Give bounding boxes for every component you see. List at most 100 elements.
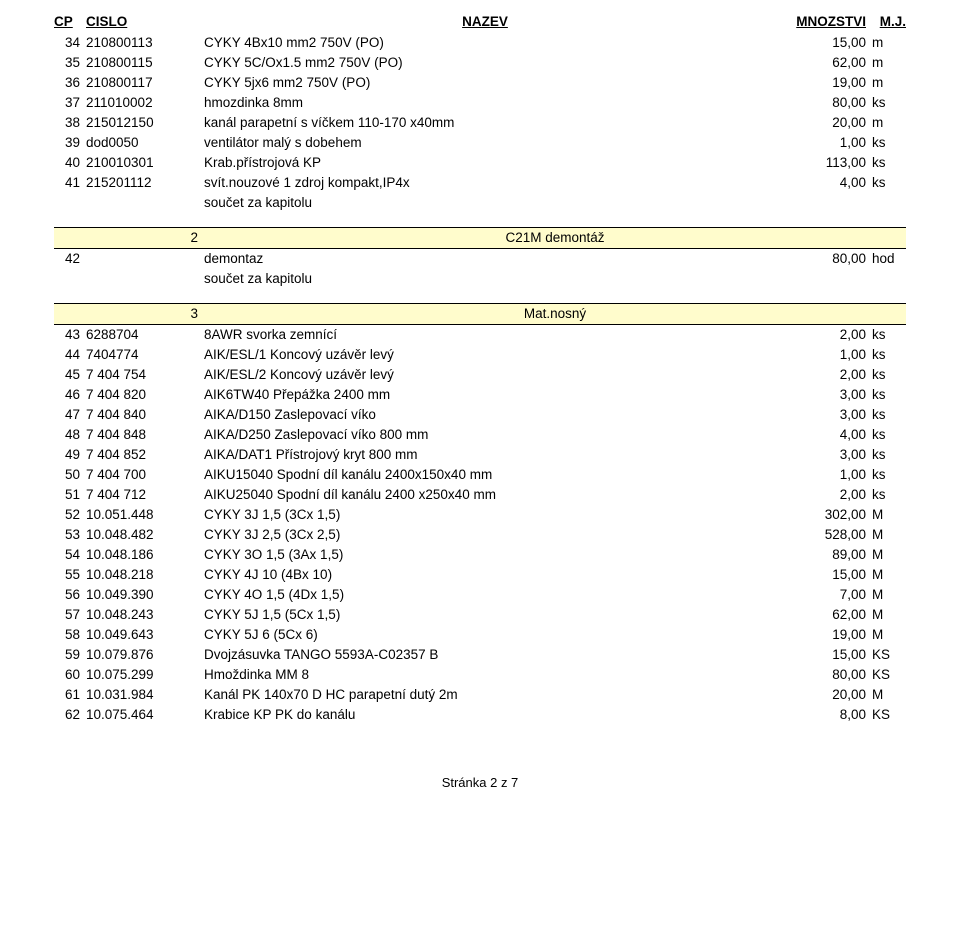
- cell-cislo: 10.075.299: [86, 665, 204, 685]
- cell-cp: 37: [54, 93, 86, 113]
- cell-mnozstvi: 7,00: [780, 585, 866, 605]
- table-row: 5410.048.186CYKY 3O 1,5 (3Ax 1,5)89,00M: [54, 545, 906, 565]
- cell-cislo: 210800115: [86, 53, 204, 73]
- cell-cp: 50: [54, 465, 86, 485]
- cell-cislo: 10.048.218: [86, 565, 204, 585]
- cell-cp: 48: [54, 425, 86, 445]
- table-row: 6210.075.464Krabice KP PK do kanálu8,00K…: [54, 705, 906, 725]
- cell-mnozstvi: 89,00: [780, 545, 866, 565]
- cell-mj: ks: [866, 153, 906, 173]
- cell-cp: 38: [54, 113, 86, 133]
- cell-nazev: AIKU25040 Spodní díl kanálu 2400 x250x40…: [204, 485, 780, 505]
- cell-mnozstvi: 3,00: [780, 405, 866, 425]
- table-row: 517 404 712AIKU25040 Spodní díl kanálu 2…: [54, 485, 906, 505]
- cell-mnozstvi: 2,00: [780, 485, 866, 505]
- section-2-num: 2: [54, 228, 204, 248]
- table-row: 34210800113CYKY 4Bx10 mm2 750V (PO)15,00…: [54, 33, 906, 53]
- sum-row: součet za kapitolu: [54, 193, 906, 213]
- section-2-title: C21M demontáž: [204, 228, 906, 248]
- section-3-num: 3: [54, 304, 204, 324]
- cell-cp: 42: [54, 249, 86, 269]
- cell-nazev: CYKY 4J 10 (4Bx 10): [204, 565, 780, 585]
- cell-cp: 51: [54, 485, 86, 505]
- cell-mj: M: [866, 625, 906, 645]
- cell-mnozstvi: 20,00: [780, 113, 866, 133]
- table-row: 5810.049.643CYKY 5J 6 (5Cx 6)19,00M: [54, 625, 906, 645]
- cell-mj: M: [866, 685, 906, 705]
- cell-mj: ks: [866, 133, 906, 153]
- table-row: 6110.031.984Kanál PK 140x70 D HC parapet…: [54, 685, 906, 705]
- cell-cislo: dod0050: [86, 133, 204, 153]
- cell-cp: 59: [54, 645, 86, 665]
- table-row: 477 404 840AIKA/D150 Zaslepovací víko3,0…: [54, 405, 906, 425]
- table-row: 6010.075.299Hmoždinka MM 880,00KS: [54, 665, 906, 685]
- cell-cp: 57: [54, 605, 86, 625]
- cell-mj: hod: [866, 249, 906, 269]
- cell-cp: 52: [54, 505, 86, 525]
- cell-mj: ks: [866, 365, 906, 385]
- cell-cp: 35: [54, 53, 86, 73]
- cell-cislo: 215201112: [86, 173, 204, 193]
- cell-mnozstvi: 20,00: [780, 685, 866, 705]
- cell-cp: 40: [54, 153, 86, 173]
- table-header: CP CISLO NAZEV MNOZSTVI M.J.: [54, 14, 906, 29]
- cell-cislo: 10.049.390: [86, 585, 204, 605]
- cell-cislo: 10.031.984: [86, 685, 204, 705]
- table-row: 5310.048.482CYKY 3J 2,5 (3Cx 2,5)528,00M: [54, 525, 906, 545]
- cell-nazev: Kanál PK 140x70 D HC parapetní dutý 2m: [204, 685, 780, 705]
- sum-label: součet za kapitolu: [204, 269, 906, 289]
- cell-mnozstvi: 62,00: [780, 53, 866, 73]
- section-2-sum: součet za kapitolu: [54, 269, 906, 289]
- cell-cp: 53: [54, 525, 86, 545]
- cell-cp: 55: [54, 565, 86, 585]
- cell-mnozstvi: 19,00: [780, 625, 866, 645]
- cell-cislo: 10.079.876: [86, 645, 204, 665]
- page: CP CISLO NAZEV MNOZSTVI M.J. 34210800113…: [0, 0, 960, 810]
- cell-cislo: 211010002: [86, 93, 204, 113]
- cell-mj: m: [866, 73, 906, 93]
- section-3: 3 Mat.nosný 4362887048AWR svorka zemnící…: [54, 303, 906, 725]
- cell-nazev: AIKA/DAT1 Přístrojový kryt 800 mm: [204, 445, 780, 465]
- cell-cislo: 10.049.643: [86, 625, 204, 645]
- cell-mj: ks: [866, 93, 906, 113]
- cell-mnozstvi: 3,00: [780, 385, 866, 405]
- cell-nazev: CYKY 3J 2,5 (3Cx 2,5): [204, 525, 780, 545]
- cell-mj: M: [866, 525, 906, 545]
- cell-mnozstvi: 1,00: [780, 465, 866, 485]
- cell-cp: 58: [54, 625, 86, 645]
- cell-mnozstvi: 302,00: [780, 505, 866, 525]
- cell-mnozstvi: 2,00: [780, 365, 866, 385]
- cell-mnozstvi: 8,00: [780, 705, 866, 725]
- cell-mj: ks: [866, 173, 906, 193]
- cell-cislo: 210010301: [86, 153, 204, 173]
- cell-nazev: AIK6TW40 Přepážka 2400 mm: [204, 385, 780, 405]
- cell-mnozstvi: 80,00: [780, 665, 866, 685]
- cell-cislo: 10.048.186: [86, 545, 204, 565]
- cell-mnozstvi: 19,00: [780, 73, 866, 93]
- header-nazev: NAZEV: [204, 14, 766, 29]
- cell-cp: 39: [54, 133, 86, 153]
- page-footer: Stránka 2 z 7: [54, 775, 906, 790]
- cell-nazev: demontaz: [204, 249, 780, 269]
- table-row: 5910.079.876Dvojzásuvka TANGO 5593A-C023…: [54, 645, 906, 665]
- cell-mj: KS: [866, 645, 906, 665]
- cell-cislo: 10.051.448: [86, 505, 204, 525]
- table-row: 467 404 820AIK6TW40 Přepážka 2400 mm3,00…: [54, 385, 906, 405]
- cell-cislo: 7 404 852: [86, 445, 204, 465]
- cell-cislo: 10.075.464: [86, 705, 204, 725]
- cell-cislo: 6288704: [86, 325, 204, 345]
- cell-mnozstvi: 62,00: [780, 605, 866, 625]
- cell-mj: M: [866, 545, 906, 565]
- cell-cislo: 7404774: [86, 345, 204, 365]
- header-cislo: CISLO: [86, 14, 204, 29]
- sum-label: součet za kapitolu: [204, 193, 906, 213]
- table-row: 5210.051.448CYKY 3J 1,5 (3Cx 1,5)302,00M: [54, 505, 906, 525]
- cell-mnozstvi: 15,00: [780, 33, 866, 53]
- cell-cislo: 10.048.482: [86, 525, 204, 545]
- cell-mj: ks: [866, 405, 906, 425]
- cell-mj: M: [866, 585, 906, 605]
- cell-nazev: AIK/ESL/1 Koncový uzávěr levý: [204, 345, 780, 365]
- table-row: 5710.048.243CYKY 5J 1,5 (5Cx 1,5)62,00M: [54, 605, 906, 625]
- table-row: 507 404 700AIKU15040 Spodní díl kanálu 2…: [54, 465, 906, 485]
- table-row: 487 404 848AIKA/D250 Zaslepovací víko 80…: [54, 425, 906, 445]
